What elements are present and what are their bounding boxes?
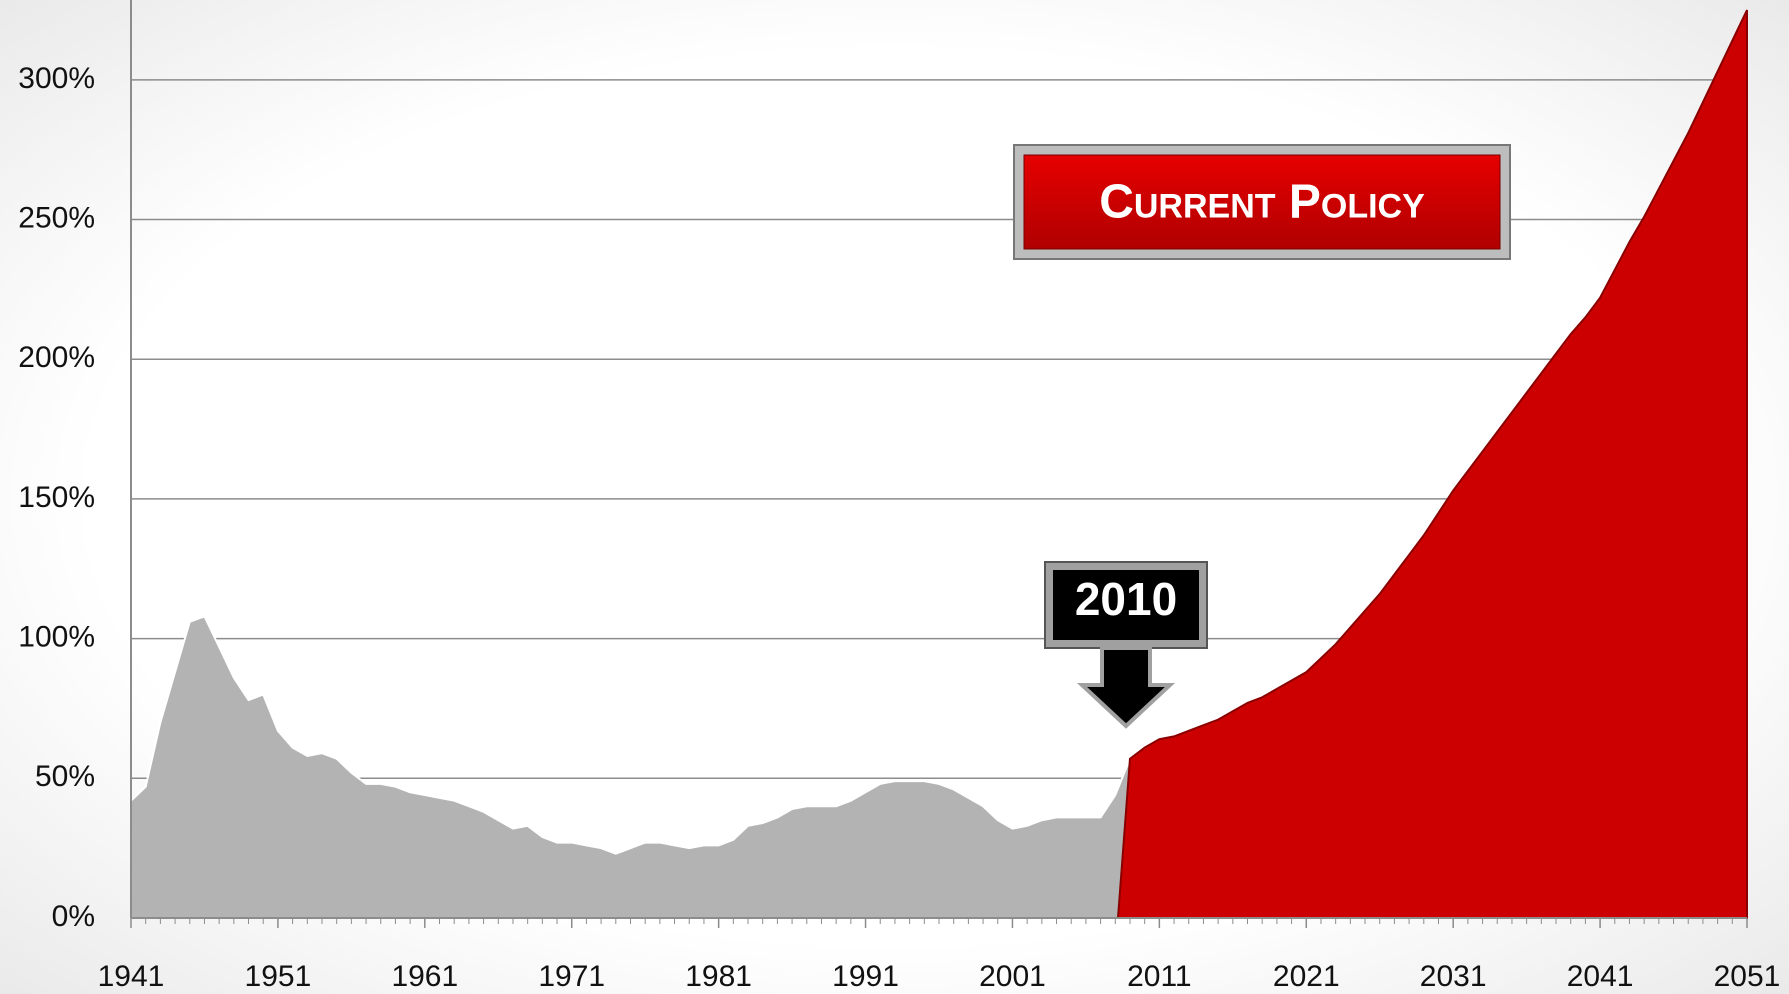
arrow-box bbox=[1053, 570, 1199, 640]
x-tick-label: 2001 bbox=[979, 960, 1046, 993]
x-tick-label: 1971 bbox=[538, 960, 605, 993]
x-tick-label: 2031 bbox=[1420, 960, 1487, 993]
y-tick-label: 50% bbox=[35, 760, 95, 793]
x-tick-label: 1951 bbox=[245, 960, 312, 993]
area bbox=[1116, 9, 1748, 919]
x-tick-label: 1981 bbox=[685, 960, 752, 993]
x-tick-label: 2021 bbox=[1273, 960, 1340, 993]
y-tick-label: 0% bbox=[52, 900, 95, 933]
y-tick-label: 250% bbox=[18, 201, 95, 234]
annotation-box bbox=[1023, 154, 1501, 250]
x-tick-label: 1961 bbox=[391, 960, 458, 993]
y-tick-label: 150% bbox=[18, 481, 95, 514]
x-tick-label: 1991 bbox=[832, 960, 899, 993]
arrow bbox=[1076, 646, 1176, 729]
y-tick-label: 300% bbox=[18, 62, 95, 95]
y-tick-label: 100% bbox=[18, 621, 95, 654]
arrow-label: 2010 bbox=[1075, 573, 1177, 625]
annotation-text: Current Policy bbox=[1099, 176, 1425, 229]
x-tick-label: 2041 bbox=[1567, 960, 1634, 993]
area bbox=[130, 615, 1131, 919]
x-tick-label: 2011 bbox=[1127, 960, 1192, 993]
x-tick-label: 2051 bbox=[1714, 960, 1781, 993]
x-tick-label: 1941 bbox=[98, 960, 165, 993]
y-tick-label: 200% bbox=[18, 341, 95, 374]
